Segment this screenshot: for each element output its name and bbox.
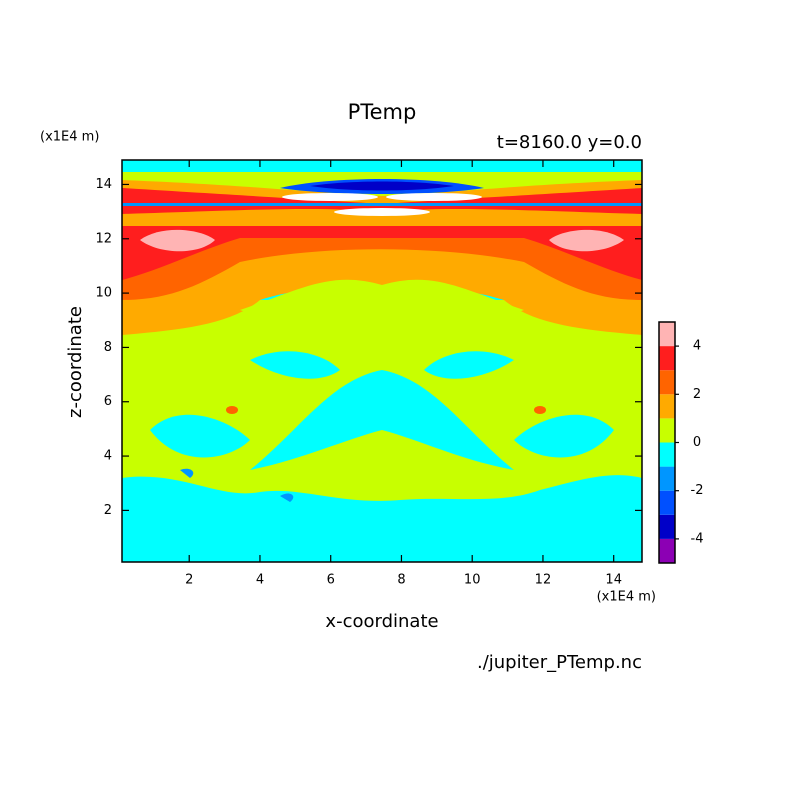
contour-region (250, 351, 340, 379)
contour-region (122, 222, 642, 280)
plot-frame (121, 159, 643, 563)
contour-region (424, 351, 514, 379)
colorbar-segment (659, 418, 675, 443)
contour-region (282, 193, 378, 201)
contour-region (549, 229, 624, 252)
y-tick-label: 14 (95, 177, 112, 192)
x-tick-label: 10 (464, 573, 481, 588)
colorbar-tick-label: -4 (691, 531, 704, 546)
contour-region (386, 193, 482, 201)
y-tick-label: 4 (104, 449, 112, 464)
x-tick-label: 4 (256, 573, 264, 588)
x-axis-label: x-coordinate (325, 611, 438, 632)
y-tick-label: 6 (104, 394, 112, 409)
y-axis-label: z-coordinate (65, 306, 86, 418)
contour-region (180, 468, 194, 478)
contour-region (334, 208, 430, 216)
source-file: ./jupiter_PTemp.nc (477, 652, 642, 673)
colorbar-tick-label: 0 (693, 435, 701, 450)
contour-region (280, 493, 294, 502)
contour-region (122, 218, 642, 300)
colorbar-segment (659, 442, 675, 467)
colorbar-tick-label: 2 (693, 387, 701, 402)
x-tick-label: 8 (397, 573, 405, 588)
colorbar-tick-label: 4 (693, 339, 701, 354)
colorbar-segment (659, 394, 675, 419)
x-tick-label: 2 (185, 573, 193, 588)
x-tick-label: 14 (605, 573, 622, 588)
y-tick-label: 12 (95, 231, 112, 246)
contour-region (514, 414, 614, 458)
x-tick-label: 6 (327, 573, 335, 588)
contour-region (140, 229, 215, 252)
colorbar-segment (659, 346, 675, 371)
colorbar-segment (659, 538, 675, 563)
colorbar-segment (659, 514, 675, 539)
contour-region (250, 370, 514, 470)
y-tick-label: 8 (104, 340, 112, 355)
contour-region (310, 181, 454, 191)
y-tick-label: 10 (95, 286, 112, 301)
colorbar-segment (659, 322, 675, 347)
contour-region (534, 406, 546, 414)
chart-title: PTemp (348, 100, 417, 124)
contour-region (122, 188, 642, 214)
contour-region (150, 414, 250, 458)
contour-region (226, 406, 238, 414)
subtitle: t=8160.0 y=0.0 (497, 132, 642, 153)
contour-region (122, 203, 642, 206)
y-tick-label: 2 (104, 503, 112, 518)
contour-region (240, 279, 524, 345)
colorbar-tick-label: -2 (691, 483, 704, 498)
y-unit: (x1E4 m) (40, 130, 99, 145)
colorbar-segment (659, 370, 675, 395)
x-tick-label: 12 (535, 573, 552, 588)
x-unit: (x1E4 m) (597, 590, 656, 605)
contour-field (122, 160, 642, 562)
colorbar-segment (659, 466, 675, 491)
colorbar-segment (659, 490, 675, 515)
